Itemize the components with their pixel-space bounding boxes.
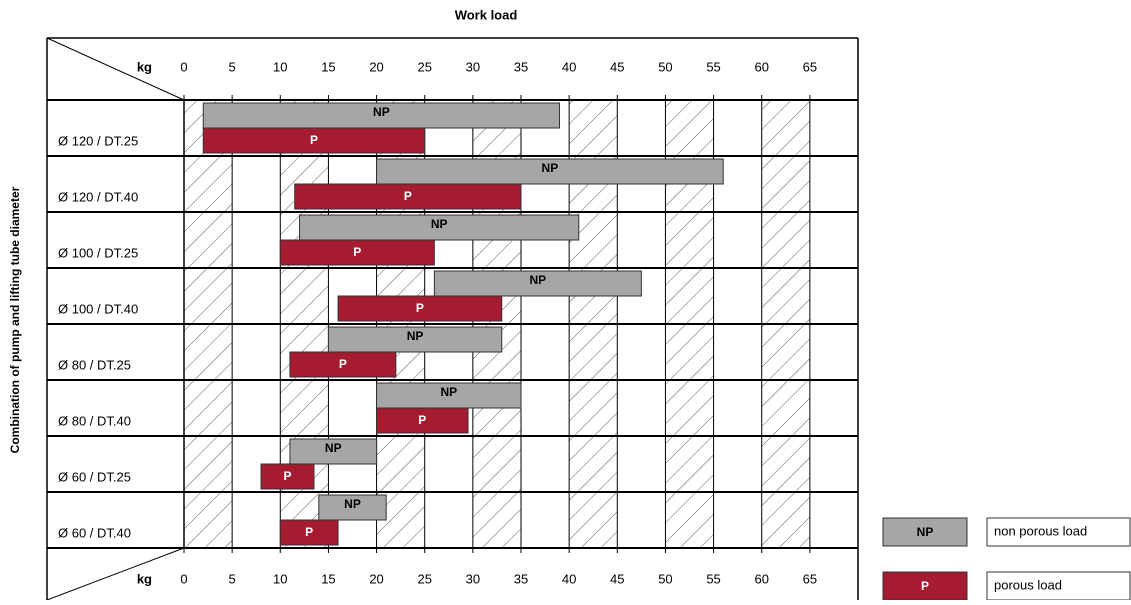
bar [299, 214, 580, 241]
legend-swatch-label: P [921, 579, 929, 593]
x-tick-label: 55 [706, 59, 720, 74]
legend-swatch [882, 517, 968, 547]
bar-label: NP [530, 273, 547, 287]
x-tick-label: 30 [466, 571, 480, 586]
x-tick-label: 60 [754, 59, 768, 74]
x-tick-label: 15 [321, 59, 335, 74]
row-label: Ø 80 / DT.25 [58, 357, 131, 372]
x-tick-label: 55 [706, 571, 720, 586]
bar-label: NP [344, 497, 361, 511]
chart-title: Work load [455, 7, 518, 22]
bar-label: P [310, 133, 318, 147]
bar [202, 102, 561, 129]
legend-box [986, 571, 1131, 601]
bar-label: NP [542, 161, 559, 175]
row-label: Ø 60 / DT.25 [58, 469, 131, 484]
row-label: Ø 120 / DT.25 [58, 133, 138, 148]
bar [433, 270, 642, 297]
legend-box [986, 517, 1131, 547]
x-tick-label: 5 [229, 571, 236, 586]
bar [318, 494, 387, 521]
x-unit: kg [137, 571, 152, 586]
x-tick-label: 15 [321, 571, 335, 586]
y-axis-label: Combination of pump and lifting tube dia… [8, 186, 22, 453]
bar-label: NP [325, 441, 342, 455]
row-label: Ø 60 / DT.40 [58, 525, 131, 540]
x-tick-label: 50 [658, 59, 672, 74]
bar [294, 183, 522, 210]
x-tick-label: 25 [417, 59, 431, 74]
x-tick-label: 40 [562, 59, 576, 74]
x-tick-label: 60 [754, 571, 768, 586]
bar [376, 407, 469, 434]
bar [202, 127, 426, 154]
bar [289, 438, 378, 465]
bar [376, 382, 522, 409]
bar-label: NP [407, 329, 424, 343]
legend-label: non porous load [994, 523, 1087, 538]
x-tick-label: 0 [180, 59, 187, 74]
x-tick-label: 0 [180, 571, 187, 586]
x-tick-label: 50 [658, 571, 672, 586]
x-tick-label: 5 [229, 59, 236, 74]
bar-label: P [404, 189, 412, 203]
x-tick-label: 10 [273, 59, 287, 74]
bar [376, 158, 724, 185]
footer-diagonal [46, 547, 185, 601]
row-label: Ø 100 / DT.25 [58, 245, 138, 260]
x-tick-label: 20 [369, 571, 383, 586]
x-tick-label: 10 [273, 571, 287, 586]
row-label: Ø 80 / DT.40 [58, 413, 131, 428]
legend-swatch-label: NP [917, 525, 934, 539]
x-tick-label: 35 [514, 571, 528, 586]
row-label: Ø 100 / DT.40 [58, 301, 138, 316]
bar [327, 326, 503, 353]
bar-label: P [416, 301, 424, 315]
x-unit: kg [137, 59, 152, 74]
bar [289, 351, 397, 378]
bar-label: NP [373, 105, 390, 119]
bar [260, 463, 315, 490]
bar-label: P [353, 245, 361, 259]
bar [337, 295, 503, 322]
bar [279, 519, 339, 546]
x-tick-label: 45 [610, 59, 624, 74]
x-tick-label: 40 [562, 571, 576, 586]
legend-label: porous load [994, 577, 1062, 592]
bar-label: NP [431, 217, 448, 231]
bar-label: P [339, 357, 347, 371]
bar-label: P [305, 525, 313, 539]
x-tick-label: 20 [369, 59, 383, 74]
bar-label: P [283, 469, 291, 483]
header-diagonal [46, 37, 185, 101]
bar [279, 239, 435, 266]
x-tick-label: 35 [514, 59, 528, 74]
x-tick-label: 30 [466, 59, 480, 74]
x-tick-label: 65 [803, 59, 817, 74]
row-label: Ø 120 / DT.40 [58, 189, 138, 204]
x-tick-label: 45 [610, 571, 624, 586]
x-tick-label: 65 [803, 571, 817, 586]
bar-label: NP [440, 385, 457, 399]
x-tick-label: 25 [417, 571, 431, 586]
bar-label: P [418, 413, 426, 427]
legend-swatch [882, 571, 968, 601]
